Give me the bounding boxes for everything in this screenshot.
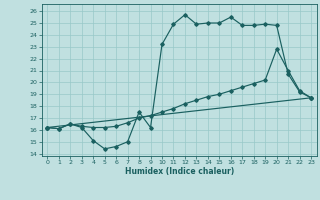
- X-axis label: Humidex (Indice chaleur): Humidex (Indice chaleur): [124, 167, 234, 176]
